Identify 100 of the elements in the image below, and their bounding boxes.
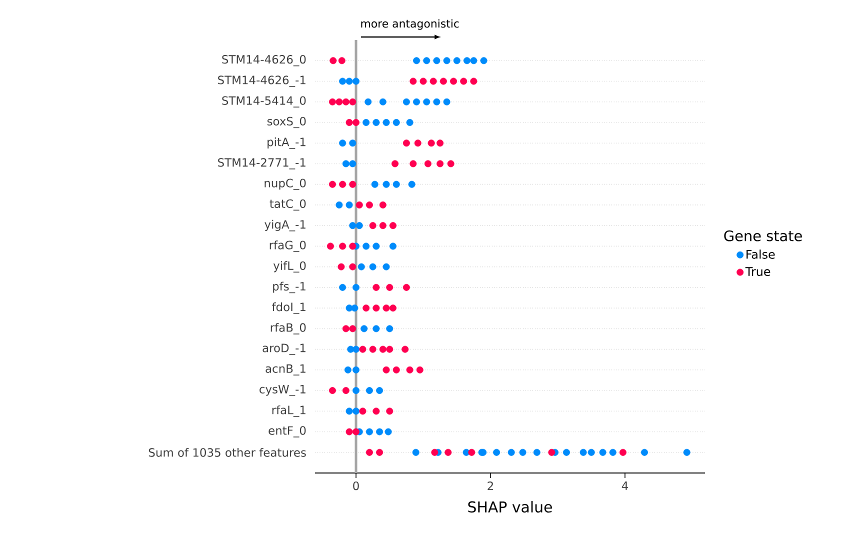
point bbox=[358, 263, 365, 270]
point bbox=[406, 366, 414, 374]
x-tick-label: 0 bbox=[353, 482, 359, 490]
y-tick-label: pfs_-1 bbox=[273, 282, 306, 294]
point bbox=[352, 284, 360, 291]
point bbox=[376, 428, 384, 436]
point bbox=[349, 160, 356, 168]
y-tick-label: rfaG_0 bbox=[270, 240, 306, 252]
point bbox=[390, 242, 396, 250]
point bbox=[328, 98, 336, 106]
point bbox=[460, 78, 468, 85]
point bbox=[352, 118, 360, 126]
point bbox=[364, 98, 372, 106]
point bbox=[349, 98, 356, 106]
point bbox=[450, 78, 458, 85]
point bbox=[359, 346, 366, 353]
point bbox=[382, 304, 390, 312]
point bbox=[447, 160, 454, 168]
point bbox=[424, 160, 432, 168]
point bbox=[339, 78, 346, 85]
point bbox=[366, 428, 373, 436]
point bbox=[609, 448, 616, 456]
point bbox=[413, 98, 420, 106]
point bbox=[392, 118, 400, 126]
point bbox=[619, 448, 626, 456]
point bbox=[443, 98, 450, 106]
x-tick-label: 2 bbox=[488, 482, 493, 490]
point bbox=[423, 57, 430, 64]
point bbox=[346, 118, 353, 126]
point bbox=[423, 98, 430, 106]
point bbox=[386, 346, 394, 353]
point bbox=[431, 448, 438, 456]
point bbox=[408, 180, 416, 188]
point bbox=[379, 346, 386, 353]
point bbox=[360, 325, 368, 332]
point bbox=[356, 222, 363, 230]
point bbox=[410, 160, 417, 168]
point bbox=[344, 366, 352, 374]
legend-label: True bbox=[745, 267, 770, 276]
point bbox=[342, 325, 350, 332]
point bbox=[436, 160, 444, 168]
y-tick-label: rfaB_0 bbox=[270, 322, 306, 334]
point bbox=[352, 428, 360, 436]
point bbox=[346, 201, 353, 208]
y-tick-label: pitA_-1 bbox=[268, 137, 306, 149]
y-tick-label: Sum of 1035 other features bbox=[148, 448, 306, 457]
point bbox=[392, 180, 400, 188]
point bbox=[351, 304, 358, 312]
point bbox=[470, 57, 478, 64]
point bbox=[420, 78, 427, 85]
point bbox=[382, 263, 390, 270]
point bbox=[342, 387, 350, 394]
point bbox=[339, 140, 346, 147]
point bbox=[362, 304, 370, 312]
point bbox=[562, 448, 570, 456]
point bbox=[352, 366, 360, 374]
point bbox=[402, 346, 409, 353]
point bbox=[369, 263, 376, 270]
point bbox=[352, 346, 360, 353]
point bbox=[402, 98, 410, 106]
point bbox=[346, 428, 353, 436]
point bbox=[414, 140, 422, 147]
y-tick-label: rfaL_1 bbox=[272, 405, 306, 417]
point bbox=[371, 180, 378, 188]
point bbox=[430, 78, 437, 85]
point bbox=[346, 78, 353, 85]
point bbox=[342, 160, 350, 168]
point bbox=[376, 448, 384, 456]
point bbox=[493, 448, 500, 456]
point bbox=[366, 201, 373, 208]
y-tick-label: yifL_0 bbox=[273, 261, 306, 273]
y-tick-label: aroD_-1 bbox=[262, 344, 306, 355]
point bbox=[416, 366, 424, 374]
point bbox=[436, 140, 444, 147]
point bbox=[453, 57, 460, 64]
point bbox=[339, 180, 346, 188]
point bbox=[372, 408, 380, 415]
point bbox=[413, 57, 420, 64]
point bbox=[402, 284, 410, 291]
point bbox=[369, 222, 376, 230]
point bbox=[402, 140, 410, 147]
y-tick-label: STM14-2771_-1 bbox=[218, 158, 306, 170]
point bbox=[470, 78, 478, 85]
point bbox=[444, 448, 452, 456]
point bbox=[640, 448, 648, 456]
point bbox=[362, 242, 370, 250]
point bbox=[330, 57, 337, 64]
point bbox=[352, 408, 360, 415]
text: more antagonistic bbox=[361, 19, 459, 30]
point bbox=[372, 304, 380, 312]
y-tick-label: STM14-5414_0 bbox=[222, 96, 306, 108]
point bbox=[328, 387, 336, 394]
point bbox=[376, 387, 384, 394]
point bbox=[508, 448, 515, 456]
point bbox=[433, 98, 440, 106]
point bbox=[362, 118, 370, 126]
point bbox=[349, 180, 356, 188]
point bbox=[519, 448, 526, 456]
point bbox=[384, 428, 392, 436]
point bbox=[336, 201, 343, 208]
